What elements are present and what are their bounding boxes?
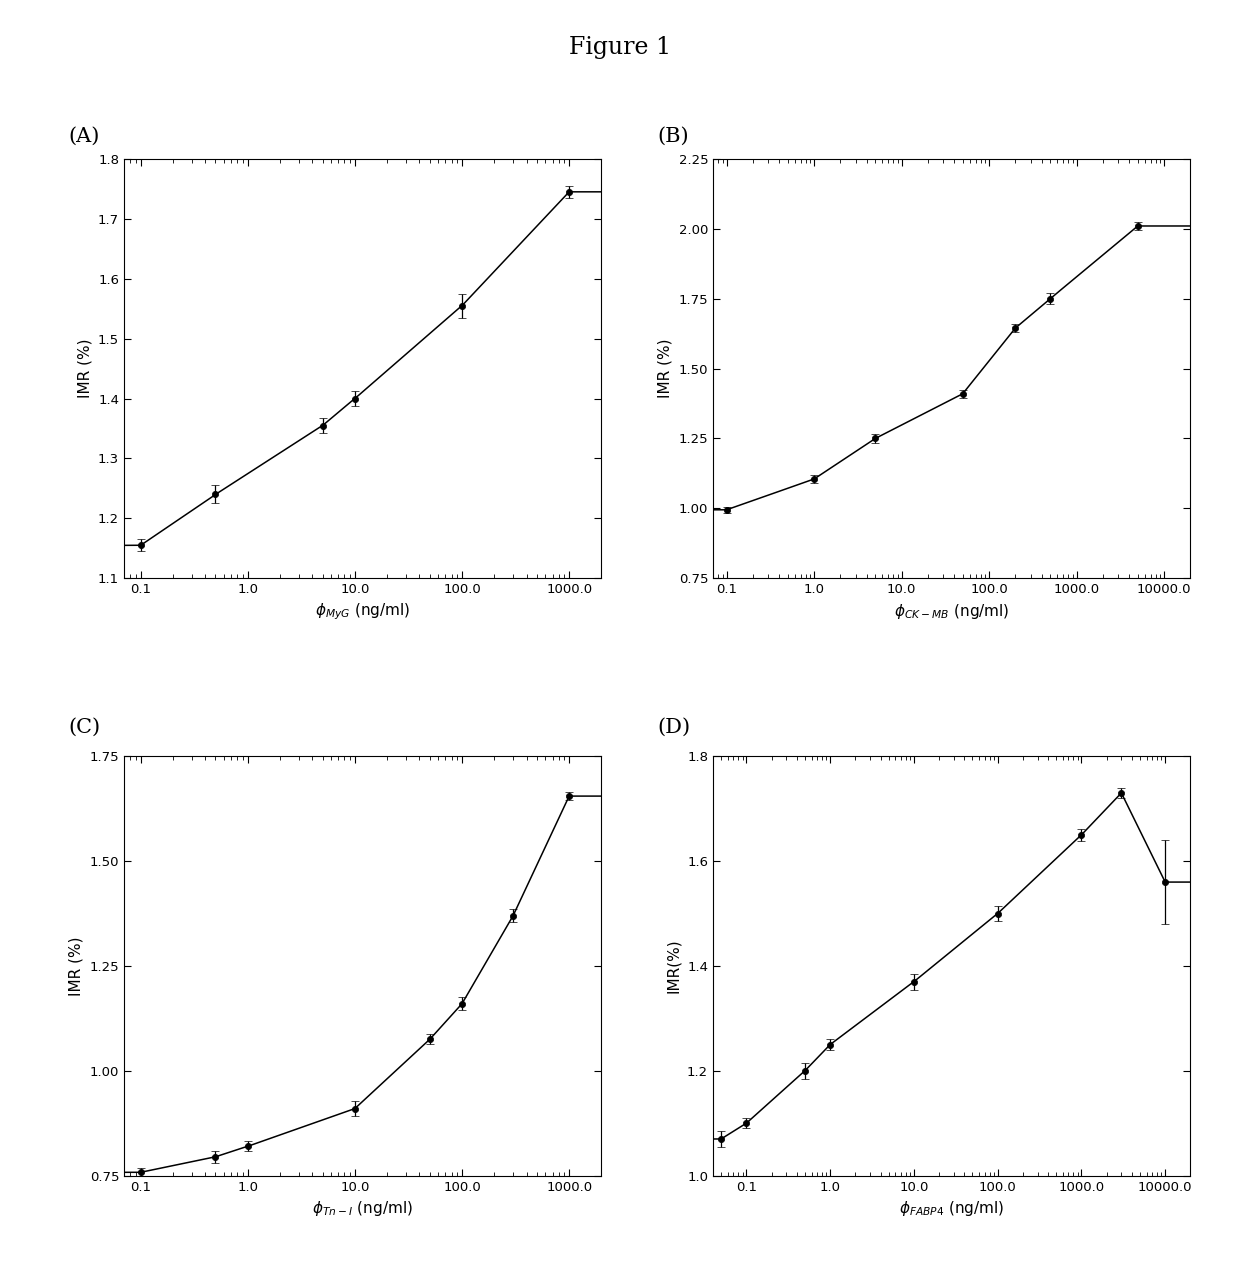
X-axis label: $\phi_{MyG}$ (ng/ml): $\phi_{MyG}$ (ng/ml) — [315, 601, 410, 623]
Text: (A): (A) — [68, 127, 99, 146]
X-axis label: $\phi_{CK-MB}$ (ng/ml): $\phi_{CK-MB}$ (ng/ml) — [894, 601, 1009, 620]
Y-axis label: IMR(%): IMR(%) — [666, 939, 682, 993]
X-axis label: $\phi_{Tn-I}$ (ng/ml): $\phi_{Tn-I}$ (ng/ml) — [312, 1199, 413, 1218]
Text: (D): (D) — [657, 718, 691, 737]
Y-axis label: IMR (%): IMR (%) — [77, 339, 93, 398]
Text: Figure 1: Figure 1 — [569, 36, 671, 58]
Y-axis label: IMR (%): IMR (%) — [658, 339, 673, 398]
Text: (B): (B) — [657, 127, 689, 146]
Text: (C): (C) — [68, 718, 100, 737]
X-axis label: $\phi_{FABP4}$ (ng/ml): $\phi_{FABP4}$ (ng/ml) — [899, 1199, 1004, 1218]
Y-axis label: IMR (%): IMR (%) — [69, 937, 84, 995]
